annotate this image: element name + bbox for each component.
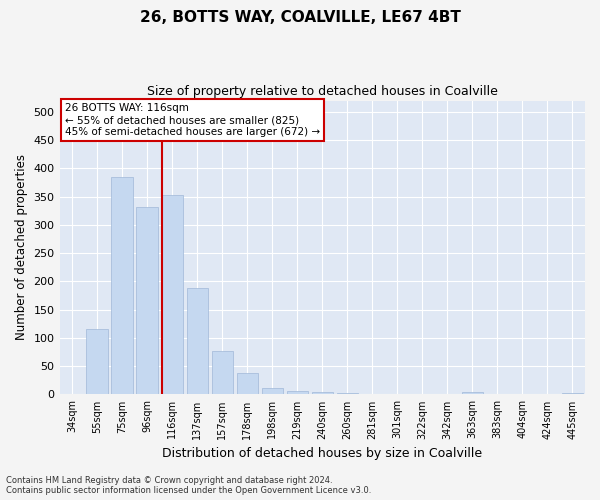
Text: 26, BOTTS WAY, COALVILLE, LE67 4BT: 26, BOTTS WAY, COALVILLE, LE67 4BT <box>140 10 460 25</box>
Bar <box>86 330 108 394</box>
Bar <box>161 196 183 394</box>
Bar <box>562 392 583 394</box>
Y-axis label: Number of detached properties: Number of detached properties <box>15 154 28 340</box>
Text: 26 BOTTS WAY: 116sqm
← 55% of detached houses are smaller (825)
45% of semi-deta: 26 BOTTS WAY: 116sqm ← 55% of detached h… <box>65 104 320 136</box>
Bar <box>136 207 158 394</box>
Bar <box>212 352 233 395</box>
Bar <box>236 373 258 394</box>
Title: Size of property relative to detached houses in Coalville: Size of property relative to detached ho… <box>147 85 498 98</box>
Bar <box>311 392 333 394</box>
Bar <box>262 388 283 394</box>
Text: Contains HM Land Registry data © Crown copyright and database right 2024.
Contai: Contains HM Land Registry data © Crown c… <box>6 476 371 495</box>
Bar <box>462 392 483 394</box>
Bar <box>287 391 308 394</box>
Bar <box>112 177 133 394</box>
Bar <box>187 288 208 395</box>
X-axis label: Distribution of detached houses by size in Coalville: Distribution of detached houses by size … <box>162 447 482 460</box>
